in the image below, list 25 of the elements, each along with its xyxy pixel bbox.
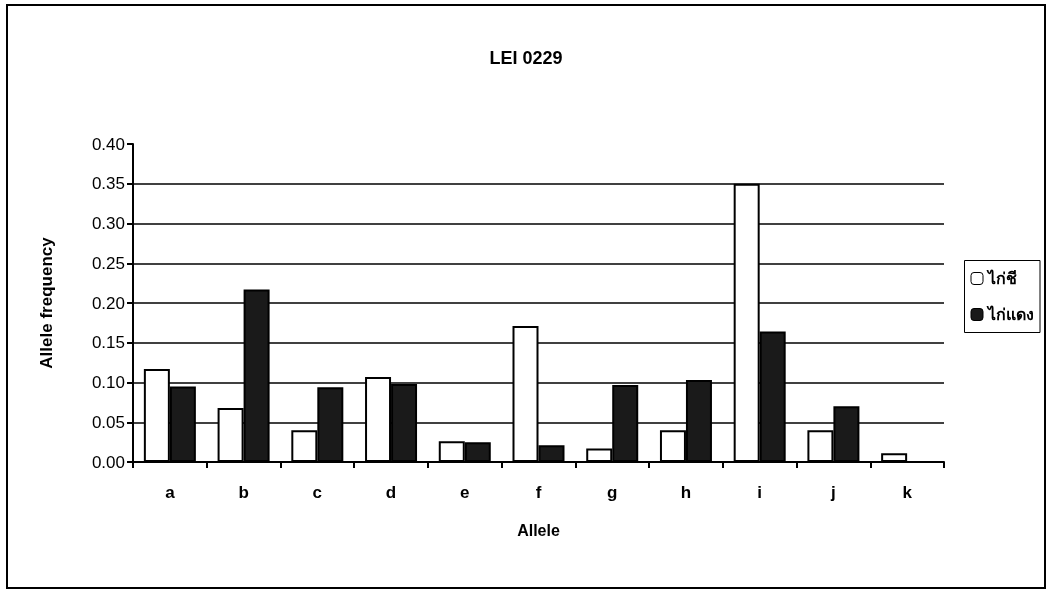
x-axis-title: Allele <box>517 521 560 539</box>
x-tick-label: c <box>312 483 323 502</box>
x-tick-label: d <box>385 483 397 502</box>
x-tick-label: h <box>680 483 692 502</box>
x-tick-label: i <box>757 483 763 502</box>
x-tick-label: b <box>238 483 249 502</box>
chart-title: LEI 0229 <box>489 48 563 68</box>
x-tick-label: g <box>607 483 618 502</box>
y-tick-label: 0.30 <box>91 214 125 233</box>
legend-label: ไก่ชี <box>986 269 1017 287</box>
x-tick-label: a <box>165 483 176 502</box>
y-tick-label: 0.25 <box>91 253 125 273</box>
y-axis-title: Allele frequency <box>37 236 56 369</box>
y-tick-label: 0.40 <box>91 134 125 154</box>
y-tick-label: 0.00 <box>91 452 125 472</box>
y-tick-label: 0.20 <box>91 293 125 313</box>
x-tick-label: j <box>830 483 836 502</box>
y-tick-label: 0.35 <box>91 174 125 194</box>
x-tick-label: e <box>460 483 470 502</box>
legend-label: ไก่แดง <box>986 305 1034 323</box>
x-tick-label: f <box>535 483 542 502</box>
x-tick-label: k <box>902 483 913 502</box>
y-tick-label: 0.10 <box>91 373 125 392</box>
y-tick-label: 0.15 <box>91 333 125 353</box>
y-tick-label: 0.05 <box>91 412 125 432</box>
